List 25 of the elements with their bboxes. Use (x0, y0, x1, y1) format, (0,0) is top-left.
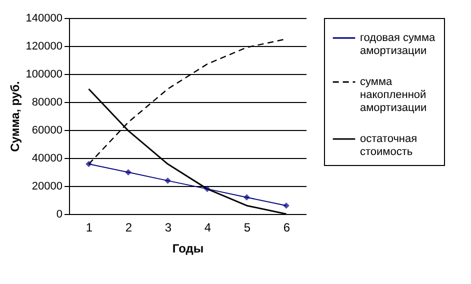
x-tick-label: 1 (86, 220, 93, 234)
x-tick-label: 4 (204, 220, 212, 234)
x-tick-label: 2 (125, 220, 132, 234)
point (86, 160, 92, 168)
y-axis-title: Сумма, руб. (8, 81, 22, 152)
point (125, 169, 132, 176)
legend-label: годовая сумма амортизации (360, 32, 436, 57)
y-tick-label: 60000 (32, 124, 62, 136)
x-tick-label: 5 (244, 220, 251, 234)
legend-label: сумма накопленной амортизации (360, 76, 427, 114)
y-tick-label: 80000 (32, 96, 62, 108)
y-tick-label: 100000 (26, 68, 62, 80)
y-tick-label: 120000 (26, 40, 62, 52)
x-tick-label: 3 (164, 220, 172, 234)
y-tick-label: 20000 (32, 180, 62, 192)
y-tick-label: 0 (56, 208, 62, 220)
point (244, 194, 250, 200)
point (283, 202, 290, 209)
legend-label: остаточная стоимость (360, 133, 418, 158)
y-tick-label: 40000 (32, 152, 62, 164)
x-axis-title: Годы (172, 242, 204, 256)
x-tick-label: 6 (283, 220, 290, 234)
y-tick-label: 140000 (26, 12, 62, 24)
point (164, 178, 171, 184)
point (204, 186, 210, 192)
